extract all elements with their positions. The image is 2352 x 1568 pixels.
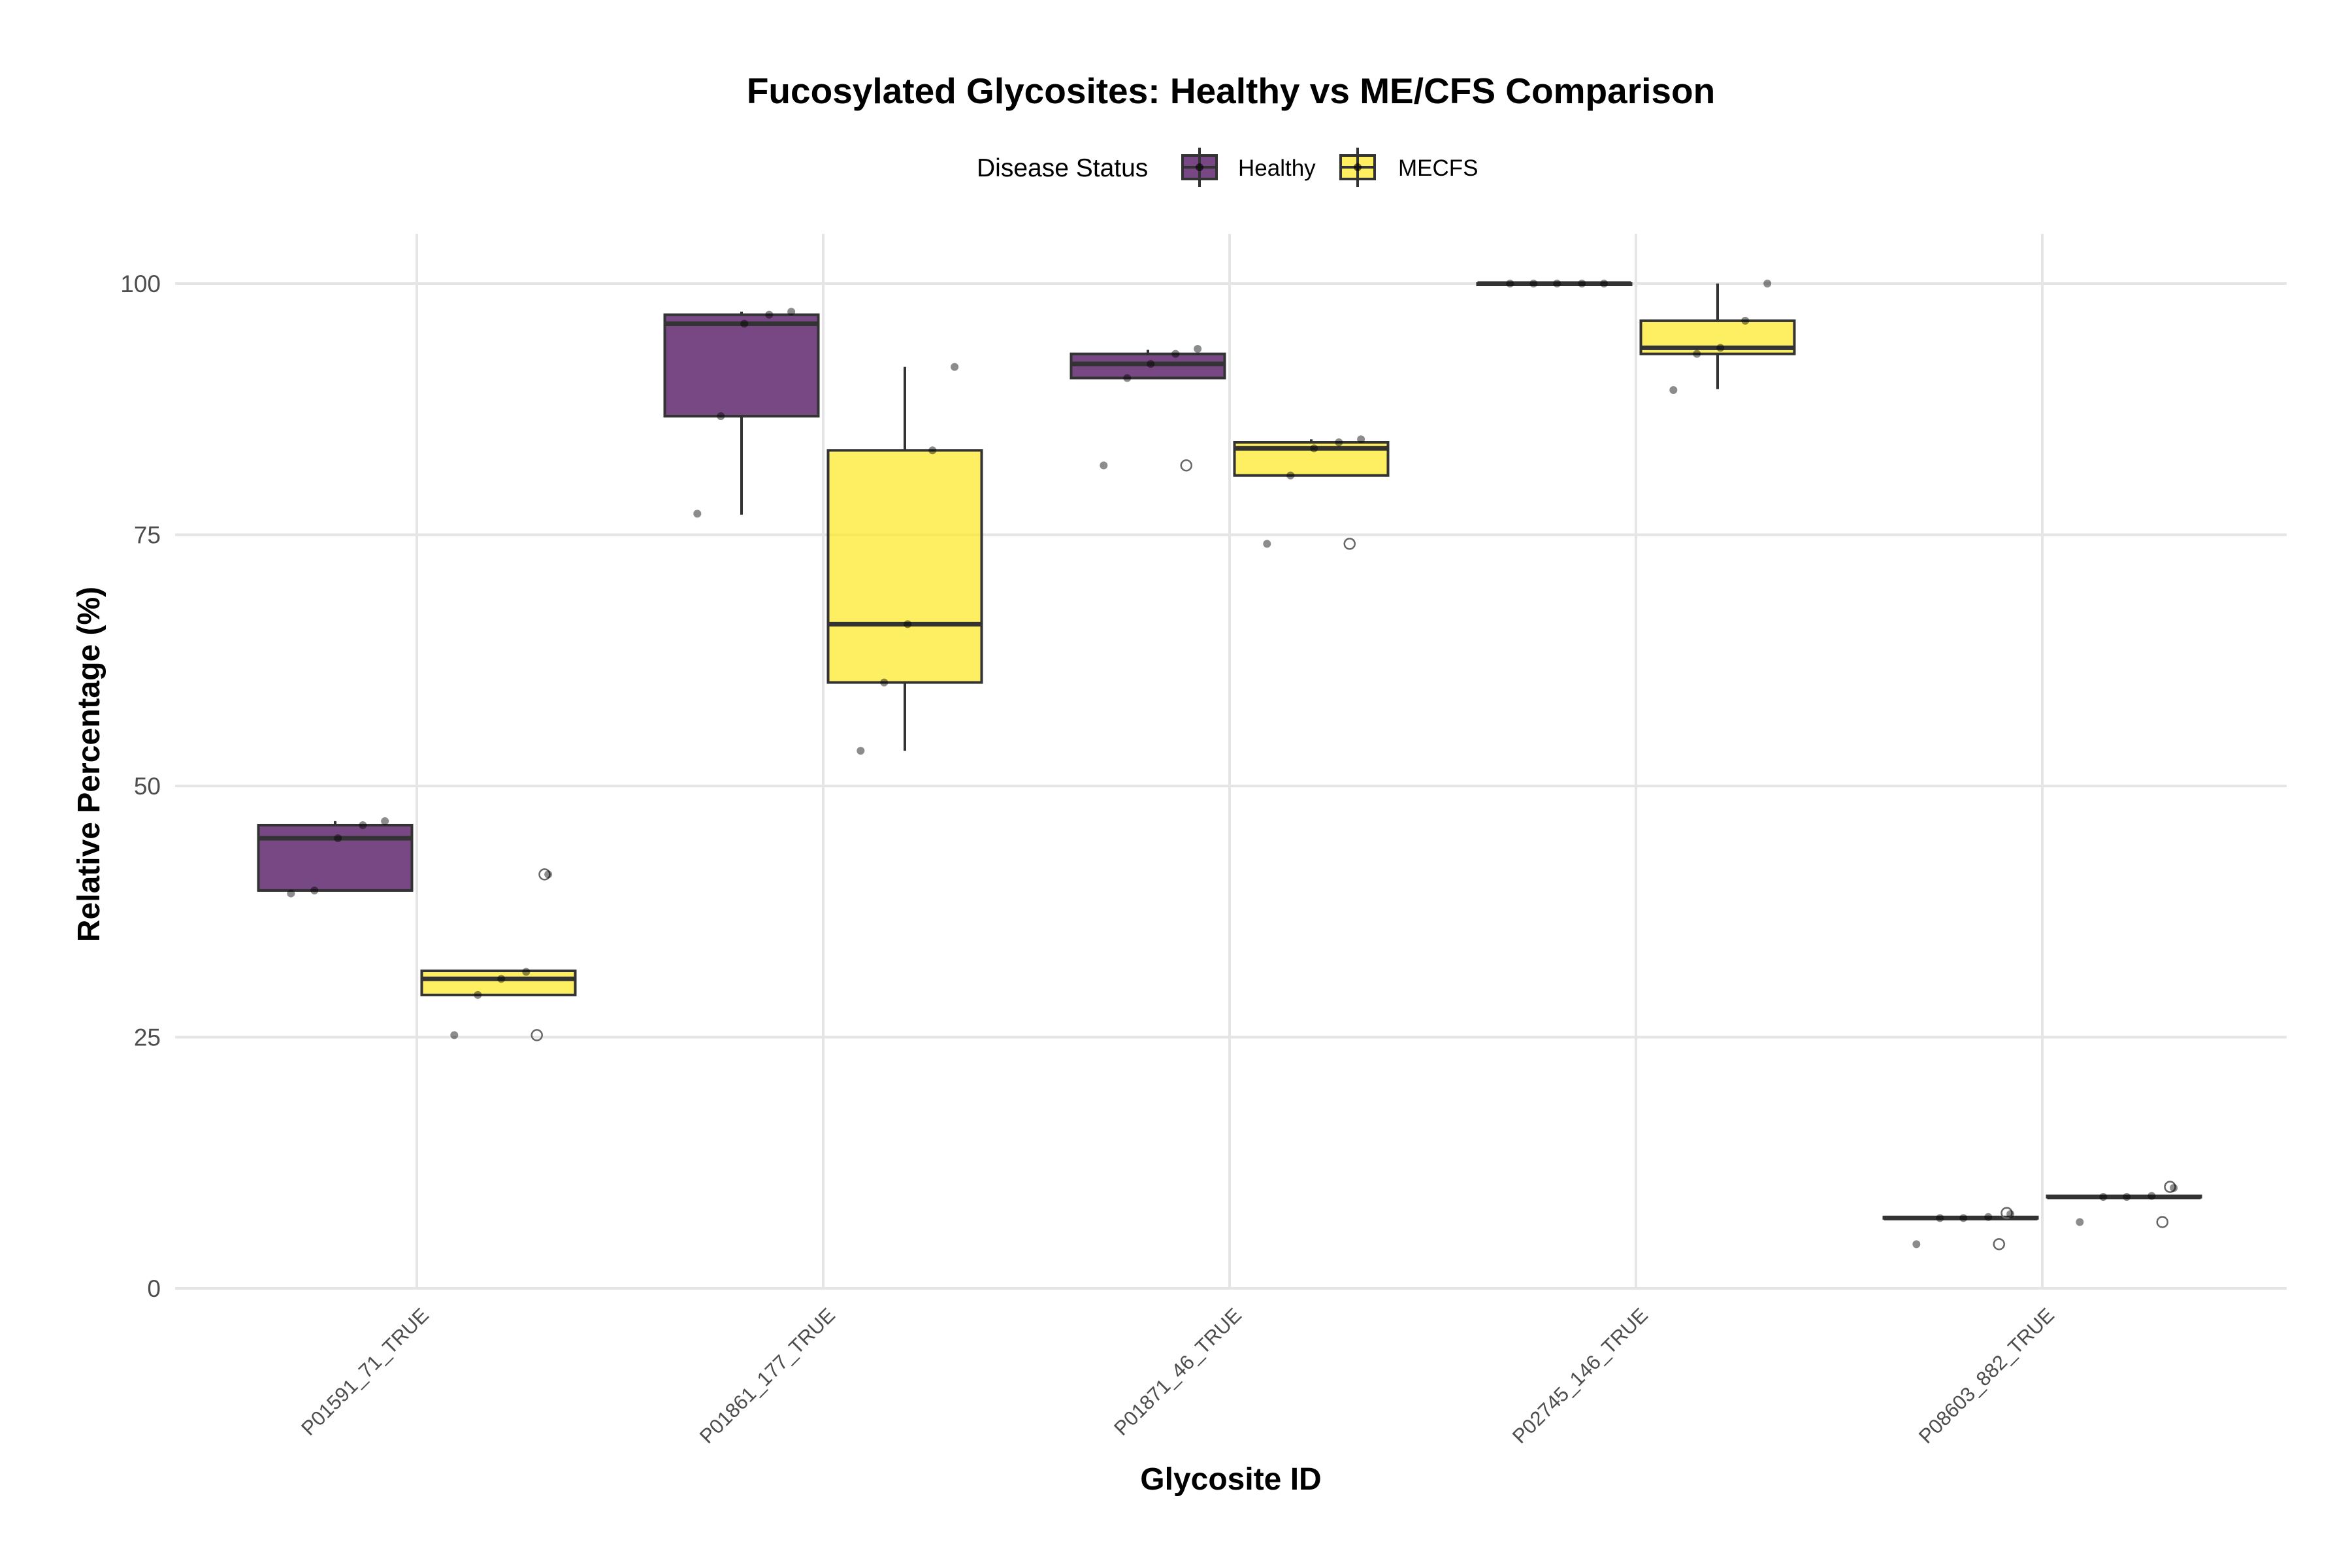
data-point <box>1763 280 1772 287</box>
y-tick-label: 25 <box>134 1024 161 1051</box>
data-point <box>693 510 702 518</box>
outlier-point <box>1180 459 1192 472</box>
box-group <box>2046 1181 2202 1228</box>
box-group <box>826 363 983 755</box>
data-point <box>1578 280 1586 287</box>
legend-key-point <box>1354 163 1362 171</box>
data-point <box>1741 316 1750 325</box>
outlier-point <box>1343 538 1356 550</box>
data-point <box>1263 540 1271 548</box>
y-tick-label: 100 <box>120 270 161 297</box>
box-group <box>257 817 414 898</box>
data-point <box>381 817 389 825</box>
box <box>826 449 983 684</box>
y-axis-title: Relative Percentage (%) <box>72 587 106 942</box>
data-point <box>951 363 959 371</box>
box <box>420 969 577 996</box>
data-point <box>1912 1240 1921 1249</box>
y-tick-label: 0 <box>147 1275 161 1302</box>
data-point <box>1553 280 1561 287</box>
legend-title: Disease Status <box>977 154 1148 182</box>
data-point <box>1147 360 1155 368</box>
legend: Disease Status Healthy MECFS <box>977 148 1478 187</box>
data-point <box>1123 374 1132 382</box>
data-point <box>1529 280 1538 287</box>
data-point <box>450 1031 459 1039</box>
box-group <box>1639 280 1796 395</box>
data-point <box>2006 1210 2015 1218</box>
y-tick-label: 75 <box>134 522 161 549</box>
data-point <box>497 975 506 983</box>
data-point <box>474 990 482 999</box>
chart-title: Fucosylated Glycosites: Healthy vs ME/CF… <box>747 71 1715 111</box>
data-point <box>1984 1213 1993 1221</box>
box-group <box>1476 280 1633 287</box>
outlier-point <box>531 1029 543 1041</box>
box-group <box>1233 435 1390 550</box>
data-point <box>544 870 553 879</box>
box <box>663 313 820 418</box>
data-point <box>857 747 865 755</box>
grid-lines <box>175 234 2287 1290</box>
data-point <box>1669 386 1678 395</box>
data-point <box>740 319 749 328</box>
outlier-point <box>1993 1238 2005 1250</box>
data-point <box>1100 461 1108 470</box>
data-point <box>904 620 912 629</box>
box-group <box>420 868 577 1041</box>
data-point <box>717 412 725 421</box>
data-point <box>1693 350 1701 358</box>
data-point <box>522 968 531 976</box>
x-axis-title: Glycosite ID <box>1140 1462 1321 1497</box>
data-point <box>287 889 295 898</box>
data-point <box>1194 344 1202 353</box>
data-point <box>1600 280 1609 287</box>
data-point <box>880 678 889 687</box>
data-point <box>1310 444 1318 453</box>
data-point <box>928 446 937 455</box>
outlier-point <box>2164 1181 2176 1193</box>
data-point <box>359 821 367 829</box>
data-point <box>310 886 319 894</box>
data-point <box>334 834 342 842</box>
data-point <box>2076 1218 2084 1226</box>
data-point <box>1959 1214 1968 1222</box>
outlier-point <box>2156 1216 2168 1228</box>
legend-label-healthy: Healthy <box>1238 155 1316 181</box>
data-point <box>1171 350 1180 358</box>
y-tick-label: 50 <box>134 773 161 800</box>
legend-key-point <box>1196 163 1203 171</box>
data-point <box>2148 1192 2156 1200</box>
data-point <box>1716 344 1725 352</box>
outlier-point <box>2001 1207 2013 1219</box>
data-point <box>2123 1193 2131 1201</box>
data-point <box>2099 1193 2108 1201</box>
box-plot-marks <box>257 280 2202 1250</box>
outlier-point <box>538 868 551 881</box>
box <box>257 823 414 892</box>
box-group <box>1070 344 1226 472</box>
data-point <box>787 308 796 316</box>
data-point <box>1506 280 1514 287</box>
box-group <box>663 308 820 518</box>
data-point <box>1936 1214 1944 1222</box>
box-group <box>1882 1207 2039 1250</box>
data-point <box>765 310 774 319</box>
data-point <box>1357 435 1365 444</box>
data-point <box>2170 1184 2178 1192</box>
data-point <box>1335 438 1343 447</box>
legend-label-mecfs: MECFS <box>1398 155 1478 181</box>
data-point <box>1286 471 1295 480</box>
